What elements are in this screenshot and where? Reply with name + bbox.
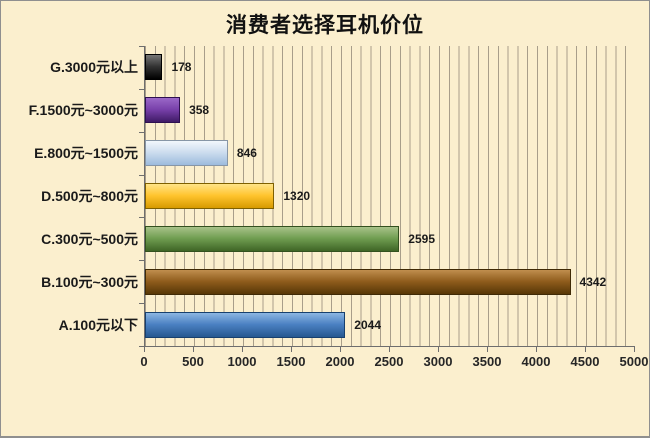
x-axis-tick-label: 1500 <box>276 354 306 369</box>
data-label: 846 <box>236 146 257 161</box>
category-label: G.3000元以上 <box>50 59 138 76</box>
bar-row: E.800元~1500元 846 <box>1 132 649 175</box>
x-axis-tick <box>585 347 586 352</box>
x-axis-tick-label: 3000 <box>423 354 453 369</box>
y-axis-tick <box>139 217 144 219</box>
x-axis-tick <box>144 347 145 352</box>
bar-blue <box>145 311 346 338</box>
bar-pale-blue <box>145 140 228 167</box>
x-axis-tick <box>438 347 439 352</box>
y-axis-tick <box>139 174 144 176</box>
y-axis-tick <box>139 88 144 90</box>
x-axis-tick-label: 2500 <box>374 354 404 369</box>
y-axis-tick <box>139 260 144 262</box>
x-axis-tick <box>291 347 292 352</box>
category-label: D.500元~800元 <box>41 187 138 204</box>
y-axis-tick <box>139 131 144 133</box>
x-axis-tick-label: 4000 <box>521 354 551 369</box>
data-label: 4342 <box>579 274 607 289</box>
y-axis-tick <box>139 303 144 305</box>
x-axis-tick <box>340 347 341 352</box>
bar-green <box>145 225 400 252</box>
y-axis-tick <box>139 46 144 47</box>
bar-row: C.300元~500元 2595 <box>1 217 649 260</box>
x-axis-tick-label: 5000 <box>619 354 649 369</box>
data-label: 2595 <box>408 231 435 246</box>
bar-row: A.100元以下 2044 <box>1 303 649 346</box>
x-axis-tick <box>389 347 390 352</box>
bar-row: B.100元~300元 4342 <box>1 260 649 303</box>
x-axis-tick <box>487 347 488 352</box>
category-label: B.100元~300元 <box>41 273 138 290</box>
category-label: E.800元~1500元 <box>34 145 138 162</box>
x-axis-tick <box>536 347 537 352</box>
x-axis-tick-label: 4500 <box>570 354 600 369</box>
bar-row: F.1500元~3000元 358 <box>1 89 649 132</box>
bar-brown <box>145 268 571 295</box>
x-axis-tick <box>193 347 194 352</box>
data-label: 358 <box>189 103 210 118</box>
bar-row: D.500元~800元 1320 <box>1 175 649 218</box>
data-label: 178 <box>171 60 192 75</box>
x-axis-tick-label: 3500 <box>472 354 502 369</box>
x-axis-tick-label: 500 <box>182 354 204 369</box>
category-label: F.1500元~3000元 <box>28 102 138 119</box>
y-axis-tick <box>139 346 144 347</box>
x-axis-tick-label: 0 <box>140 354 148 369</box>
x-axis-tick-label: 1000 <box>227 354 257 369</box>
x-axis-tick-label: 2000 <box>325 354 355 369</box>
chart-title: 消费者选择耳机价位 <box>226 12 424 37</box>
category-label: C.300元~500元 <box>41 230 138 247</box>
bar-black <box>145 54 163 81</box>
x-axis-tick <box>634 347 635 352</box>
data-label: 2044 <box>354 317 381 332</box>
data-label: 1320 <box>283 188 311 203</box>
bar-gold <box>145 182 275 209</box>
bar-purple <box>145 97 181 124</box>
bar-row: G.3000元以上 178 <box>1 46 649 89</box>
x-axis-tick <box>242 347 243 352</box>
category-label: A.100元以下 <box>58 316 138 333</box>
